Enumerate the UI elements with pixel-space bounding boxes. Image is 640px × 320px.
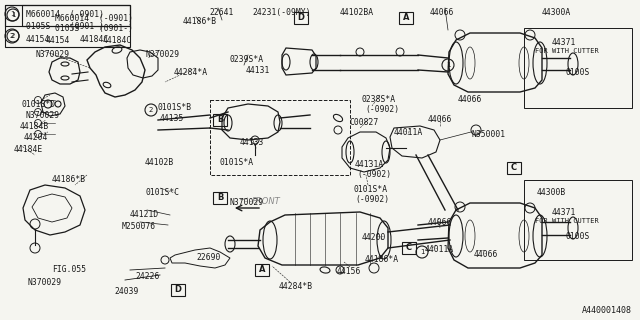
Text: 44133: 44133	[240, 138, 264, 147]
Text: 44131: 44131	[246, 66, 270, 75]
Bar	[255, 264, 269, 276]
Text: 44186*B: 44186*B	[52, 175, 86, 184]
Text: 44102B: 44102B	[145, 158, 174, 167]
Bar	[171, 284, 185, 296]
Text: 24226: 24226	[135, 272, 159, 281]
Text: FOR WITH CUTTER: FOR WITH CUTTER	[535, 218, 599, 224]
Text: FIG.055: FIG.055	[52, 265, 86, 274]
Text: 44184C: 44184C	[103, 36, 132, 45]
Text: 0101S*B: 0101S*B	[157, 103, 191, 112]
Text: 44066: 44066	[458, 95, 483, 104]
Text: 44284*B: 44284*B	[279, 282, 313, 291]
Text: 44011A: 44011A	[394, 128, 423, 137]
Text: 44300A: 44300A	[542, 8, 572, 17]
Text: M250076: M250076	[122, 222, 156, 231]
Text: 44204: 44204	[24, 133, 49, 142]
Text: FOR WITH CUTTER: FOR WITH CUTTER	[535, 48, 599, 54]
Text: D: D	[175, 285, 182, 294]
Text: 44200: 44200	[362, 233, 387, 242]
Text: M660014  (-0901): M660014 (-0901)	[26, 10, 104, 19]
Text: B: B	[217, 194, 223, 203]
Bar	[399, 12, 413, 24]
Text: 44102BA: 44102BA	[340, 8, 374, 17]
Text: (-0902): (-0902)	[355, 195, 389, 204]
Text: 1: 1	[10, 11, 14, 17]
Text: N370029: N370029	[36, 50, 70, 59]
Text: 44154: 44154	[26, 35, 51, 44]
Text: 44186*A: 44186*A	[365, 255, 399, 264]
Bar	[507, 162, 521, 174]
Text: 44371: 44371	[552, 38, 577, 47]
Text: N370029: N370029	[230, 198, 264, 207]
Text: A: A	[259, 266, 265, 275]
Text: N350001: N350001	[471, 130, 505, 139]
Text: N370029: N370029	[28, 278, 62, 287]
Text: 24039: 24039	[114, 287, 138, 296]
Bar	[210, 100, 350, 175]
Text: 44131A: 44131A	[355, 160, 384, 169]
Text: N370029: N370029	[145, 50, 179, 59]
Text: 44184B: 44184B	[20, 122, 49, 131]
Text: 0239S*A: 0239S*A	[230, 55, 264, 64]
Text: 0105S    (0901-): 0105S (0901-)	[55, 24, 133, 33]
Text: 44300B: 44300B	[537, 188, 566, 197]
Text: 0105S    (0901-): 0105S (0901-)	[26, 22, 104, 31]
Bar	[213, 114, 227, 126]
Text: 0238S*A: 0238S*A	[362, 95, 396, 104]
Text: 0101S*C: 0101S*C	[145, 188, 179, 197]
Text: (-0902): (-0902)	[365, 105, 399, 114]
Text: 1: 1	[445, 62, 451, 68]
Text: C: C	[511, 164, 517, 172]
Text: C00827: C00827	[350, 118, 380, 127]
Text: 0101S*A: 0101S*A	[220, 158, 254, 167]
Text: 44184E: 44184E	[14, 145, 44, 154]
Text: N370029: N370029	[26, 111, 60, 120]
Text: A: A	[403, 13, 409, 22]
Bar	[524, 28, 632, 108]
Bar	[213, 192, 227, 204]
Text: (-0902): (-0902)	[357, 170, 391, 179]
Text: 2: 2	[11, 33, 15, 39]
Text: 44156: 44156	[337, 267, 362, 276]
Text: 44011A: 44011A	[425, 245, 454, 254]
Text: 2: 2	[149, 107, 153, 113]
Text: M660014  (-0901): M660014 (-0901)	[55, 14, 133, 23]
Text: 44121D: 44121D	[130, 210, 159, 219]
Text: D: D	[298, 13, 305, 22]
Text: 44135: 44135	[160, 114, 184, 123]
Text: 22690: 22690	[196, 253, 220, 262]
Text: 24231(-09MY): 24231(-09MY)	[252, 8, 310, 17]
Text: 44154: 44154	[46, 36, 70, 45]
Text: 44066: 44066	[428, 115, 452, 124]
Text: 44184C: 44184C	[80, 35, 109, 44]
Bar	[524, 180, 632, 260]
Text: 1: 1	[11, 12, 15, 18]
Text: 0100S: 0100S	[565, 232, 589, 241]
Text: 44284*A: 44284*A	[174, 68, 208, 77]
Text: A440001408: A440001408	[582, 306, 632, 315]
Text: 22641: 22641	[209, 8, 234, 17]
Text: 1: 1	[420, 249, 424, 255]
Text: FRONT: FRONT	[252, 197, 281, 206]
Text: C: C	[406, 244, 412, 252]
Text: 44186*B: 44186*B	[183, 17, 217, 26]
Bar	[22, 5, 130, 26]
Text: 44066: 44066	[430, 8, 454, 17]
Bar	[402, 242, 416, 254]
Bar	[5, 5, 130, 26]
Text: B: B	[217, 116, 223, 124]
Text: 0101S*D: 0101S*D	[22, 100, 56, 109]
Text: 44371: 44371	[552, 208, 577, 217]
Text: 0100S: 0100S	[565, 68, 589, 77]
Bar	[294, 12, 308, 24]
Text: 44066: 44066	[428, 218, 452, 227]
Text: 44066: 44066	[474, 250, 499, 259]
Text: 0101S*A: 0101S*A	[353, 185, 387, 194]
Text: 2: 2	[10, 33, 14, 39]
Bar	[5, 5, 130, 47]
